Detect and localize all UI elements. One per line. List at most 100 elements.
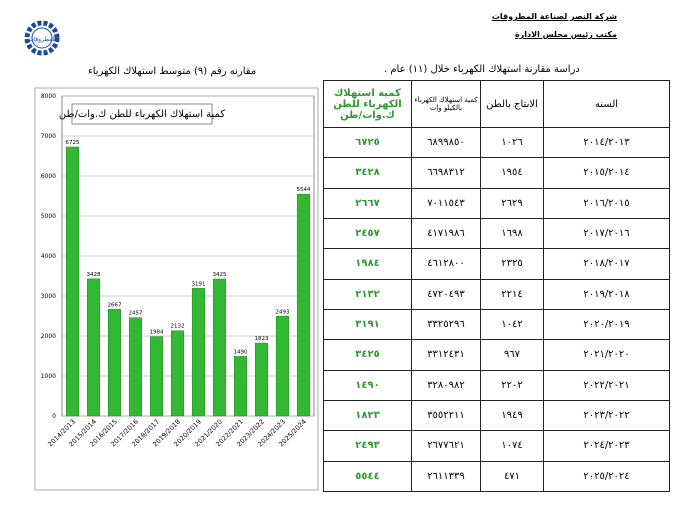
table-cell: ١٩٥٤	[480, 157, 544, 189]
office: مكتب رئيس مجلس الادارة	[514, 30, 617, 39]
y-tick-label: 6000	[41, 173, 56, 180]
header-row: السنه الانتاج بالطن كمية استهلاك الكهرباء …	[323, 80, 670, 128]
table-cell: ٣١٩١	[323, 308, 412, 341]
table-cell: ١٩٤٩	[480, 399, 544, 432]
table-row: ٢٠٢٠/٢٠١٩ ١٠٤٢ ٣٣٢٥٢٩٦ ٣١٩١	[323, 308, 670, 341]
value-label: 2132	[171, 324, 185, 330]
table-cell: ٢١٣٢	[323, 278, 412, 310]
y-tick-label: 2000	[41, 333, 56, 340]
table-cell: ٦٨٩٩٨٥٠	[411, 126, 481, 159]
column-header: الانتاج بالطن	[480, 80, 544, 128]
y-tick-label: 8000	[41, 93, 56, 100]
table-cell: ٥٥٤٤	[323, 460, 412, 493]
table-cell: ٢٠١٤/٢٠١٣	[543, 126, 670, 159]
table-cell: ٢٠١٥/٢٠١٤	[543, 157, 670, 189]
value-label: 3191	[192, 281, 206, 287]
chart-title: كمية استهلاك الكهرباء للطن ك.وات/طن	[59, 109, 225, 120]
table-cell: ٢٣٢٥	[480, 248, 544, 280]
table-cell: ٢٢١٤	[480, 278, 544, 310]
table-cell: ١٠٧٤	[480, 430, 544, 462]
table-cell: ٢٠١٨/٢٠١٧	[543, 248, 670, 280]
chart-heading: مقارنه رقم (٩) متوسط استهلاك الكهرباء	[88, 66, 257, 77]
bar	[128, 317, 143, 417]
table-cell: ١٤٩٠	[323, 369, 412, 401]
column-header: كمية استهلاك الكهرباء للطن ك.وات/طن	[323, 80, 412, 128]
table-cell: ٣٣١٢٤٣١	[411, 339, 481, 371]
value-label: 6725	[66, 140, 80, 146]
table-cell: ٢٦١١٣٣٩	[411, 460, 481, 493]
table-row: ٢٠١٨/٢٠١٧ ٢٣٢٥ ٤٦١٢٨٠٠ ١٩٨٤	[323, 248, 670, 280]
value-label: 2493	[276, 309, 290, 315]
value-label: 5544	[297, 187, 311, 193]
bar	[86, 278, 101, 417]
y-tick-label: 4000	[41, 253, 56, 260]
value-label: 3425	[213, 272, 227, 278]
table-row: ٢٠٢٣/٢٠٢٢ ١٩٤٩ ٣٥٥٢٢١١ ١٨٢٣	[323, 399, 670, 432]
table-cell: ٦٧٢٥	[323, 126, 412, 159]
table-cell: ٢٠١٦/٢٠١٥	[543, 187, 670, 219]
column-header: كمية استهلاك الكهرباء بالكيلو وات	[411, 80, 481, 128]
table-cell: ٢٠١٩/٢٠١٨	[543, 278, 670, 310]
table-cell: ٢٠٢٠/٢٠١٩	[543, 308, 670, 341]
table-cell: ٢٠٢٥/٢٠٢٤	[543, 460, 670, 493]
table-cell: ٢٤٩٣	[323, 430, 412, 462]
value-label: 2457	[129, 311, 143, 317]
company: شركة النصر لصناعة المطروقات	[491, 12, 617, 21]
y-tick-label: 3000	[41, 293, 56, 300]
table-cell: ٢٦٢٩	[480, 187, 544, 219]
table: السنه الانتاج بالطن كمية استهلاك الكهرباء …	[323, 80, 670, 493]
bar	[107, 309, 122, 417]
table-row: ٢٠٢٥/٢٠٢٤ ٤٧١ ٢٦١١٣٣٩ ٥٥٤٤	[323, 460, 670, 493]
table-cell: ١٦٩٨	[480, 217, 544, 250]
y-tick-label: 1000	[41, 373, 56, 380]
table-row: ٢٠١٩/٢٠١٨ ٢٢١٤ ٤٧٢٠٤٩٣ ٢١٣٢	[323, 278, 670, 310]
table-cell: ٤٧٢٠٤٩٣	[411, 278, 481, 310]
bar	[149, 336, 164, 417]
logo-text: المطروقات	[28, 36, 57, 43]
y-tick-label: 7000	[41, 133, 56, 140]
column-header: السنه	[543, 80, 670, 128]
table-row: ٢٠١٥/٢٠١٤ ١٩٥٤ ٦٦٩٨٣١٢ ٣٤٢٨	[323, 157, 670, 189]
table-title: دراسة مقارنة استهلاك الكهرباء خلال (١١) …	[384, 64, 580, 75]
table-cell: ٢٦٧٧٦٢١	[411, 430, 481, 462]
table-cell: ٤١٧١٩٨٦	[411, 217, 481, 250]
table-cell: ٦٦٩٨٣١٢	[411, 157, 481, 189]
value-label: 1823	[255, 336, 269, 342]
table-cell: ١٠٤٢	[480, 308, 544, 341]
table-cell: ٢٦٦٧	[323, 187, 412, 219]
table-cell: ٣٢٨٠٩٨٢	[411, 369, 481, 401]
table-row: ٢٠١٦/٢٠١٥ ٢٦٢٩ ٧٠١١٥٤٣ ٢٦٦٧	[323, 187, 670, 219]
bar	[233, 356, 248, 417]
table-cell: ٢٠٢١/٢٠٢٠	[543, 339, 670, 371]
bar	[296, 193, 311, 417]
table-row: ٢٠١٧/٢٠١٦ ١٦٩٨ ٤١٧١٩٨٦ ٢٤٥٧	[323, 217, 670, 250]
table-cell: ٤٧١	[480, 460, 544, 493]
table-row: ٢٠١٤/٢٠١٣ ١٠٢٦ ٦٨٩٩٨٥٠ ٦٧٢٥	[323, 126, 670, 159]
table-cell: ٣٤٢٥	[323, 339, 412, 371]
table-row: ٢٠٢٤/٢٠٢٣ ١٠٧٤ ٢٦٧٧٦٢١ ٢٤٩٣	[323, 430, 670, 462]
bar	[275, 316, 290, 417]
value-label: 2667	[108, 302, 122, 308]
bar	[170, 330, 185, 417]
bar	[191, 288, 206, 417]
value-label: 1984	[150, 330, 164, 336]
logo: المطروقات	[24, 20, 60, 56]
table-cell: ٢٠٢٢/٢٠٢١	[543, 369, 670, 401]
y-tick-label: 5000	[41, 213, 56, 220]
value-label: 1490	[234, 349, 248, 355]
table-cell: ١٠٢٦	[480, 126, 544, 159]
table-cell: ١٨٢٣	[323, 399, 412, 432]
table-cell: ٢٠١٧/٢٠١٦	[543, 217, 670, 250]
chart: كمية استهلاك الكهرباء للطن ك.وات/طن 0 100…	[34, 87, 319, 491]
table-cell: ٤٦١٢٨٠٠	[411, 248, 481, 280]
table-cell: ٣٤٢٨	[323, 157, 412, 189]
table-cell: ٩٦٧	[480, 339, 544, 371]
table-row: ٢٠٢٢/٢٠٢١ ٢٢٠٢ ٣٢٨٠٩٨٢ ١٤٩٠	[323, 369, 670, 401]
table-cell: ٢٠٢٤/٢٠٢٣	[543, 430, 670, 462]
table-cell: ١٩٨٤	[323, 248, 412, 280]
bar	[212, 278, 227, 417]
table-cell: ٢٤٥٧	[323, 217, 412, 250]
table-cell: ٣٣٢٥٢٩٦	[411, 308, 481, 341]
value-label: 3428	[87, 272, 101, 278]
